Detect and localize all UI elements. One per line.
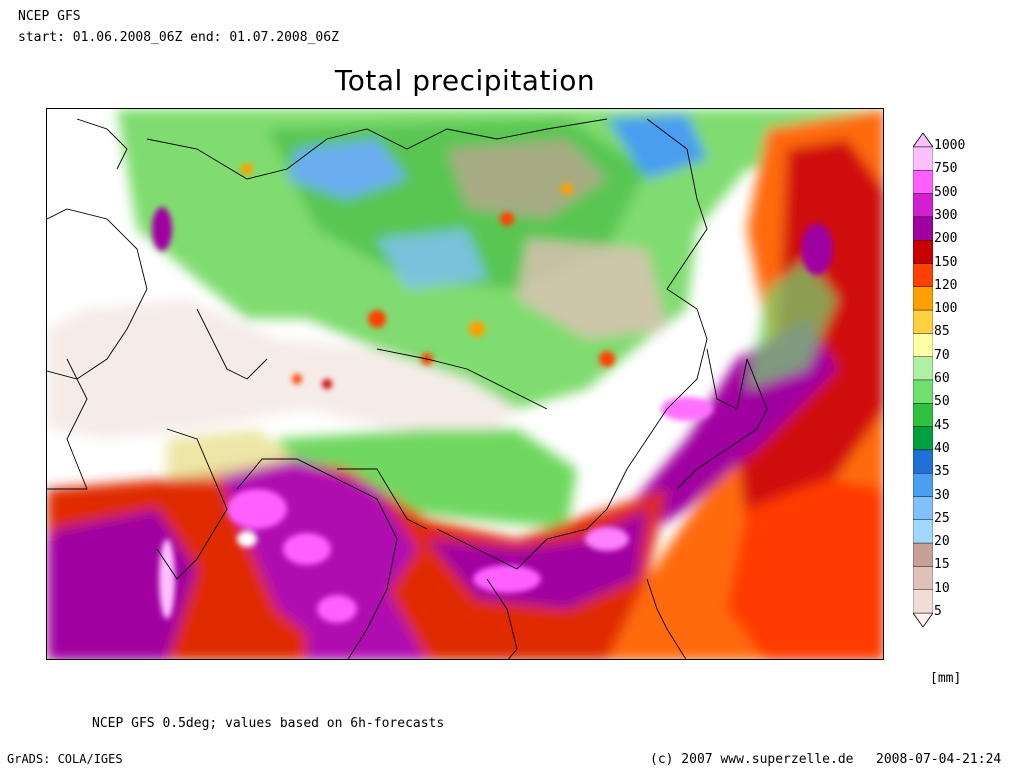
unit-label: [mm] [930, 671, 962, 686]
legend-swatch [913, 286, 933, 311]
precipitation-peaks [152, 163, 833, 623]
legend-swatch [913, 519, 933, 544]
legend-swatch [913, 379, 933, 404]
legend-swatch [913, 426, 933, 451]
legend-swatch [913, 566, 933, 590]
legend-label: 15 [934, 557, 950, 573]
legend-label: 50 [934, 394, 950, 410]
legend-swatch [913, 193, 933, 218]
model-label: NCEP GFS [18, 9, 81, 24]
legend-label: 40 [934, 440, 950, 456]
legend-label: 1000 [934, 138, 966, 153]
legend-label: 150 [934, 254, 958, 270]
legend-label: 5 [934, 604, 942, 619]
legend-swatch [913, 356, 933, 381]
legend-label: 85 [934, 324, 950, 340]
legend-label: 20 [934, 534, 950, 550]
grads-credit: GrADS: COLA/IGES [7, 752, 123, 766]
legend-label: 10 [934, 580, 950, 596]
legend-swatch [913, 403, 933, 427]
coastlines [47, 118, 768, 659]
legend-label: 100 [934, 301, 958, 317]
legend-label: 750 [934, 161, 958, 177]
legend-swatch [913, 542, 933, 567]
legend-swatch [913, 309, 933, 334]
legend-swatch [913, 496, 933, 520]
legend-label: 60 [934, 371, 950, 386]
legend-label: 30 [934, 487, 950, 503]
legend-top-arrow [913, 133, 933, 148]
legend-label: 200 [934, 231, 958, 247]
legend-swatch [913, 473, 933, 497]
legend-label: 300 [934, 207, 958, 223]
legend-label: 120 [934, 277, 958, 293]
legend-bottom-arrow [913, 612, 933, 627]
legend-label: 500 [934, 184, 958, 200]
precipitation-field [47, 109, 883, 659]
legend-swatch [913, 449, 933, 474]
timestamp: 2008-07-04-21:24 [876, 752, 1002, 767]
legend-swatch [913, 333, 933, 357]
precipitation-legend [913, 133, 933, 627]
legend-label: 70 [934, 347, 950, 363]
legend-swatch [913, 589, 933, 614]
model-note: NCEP GFS 0.5deg; values based on 6h-fore… [92, 716, 445, 731]
legend-swatch [913, 170, 933, 194]
legend-swatch [913, 239, 933, 264]
legend-swatch [913, 146, 933, 171]
copyright: (c) 2007 www.superzelle.de [650, 752, 854, 767]
precipitation-map [46, 108, 884, 660]
legend-swatch [913, 216, 933, 241]
legend-label: 45 [934, 417, 950, 433]
legend-swatch [913, 263, 933, 287]
period-label: start: 01.06.2008_06Z end: 01.07.2008_06… [18, 30, 339, 45]
map-title: Total precipitation [334, 64, 596, 97]
legend-label: 25 [934, 510, 950, 526]
legend-label: 35 [934, 464, 950, 480]
